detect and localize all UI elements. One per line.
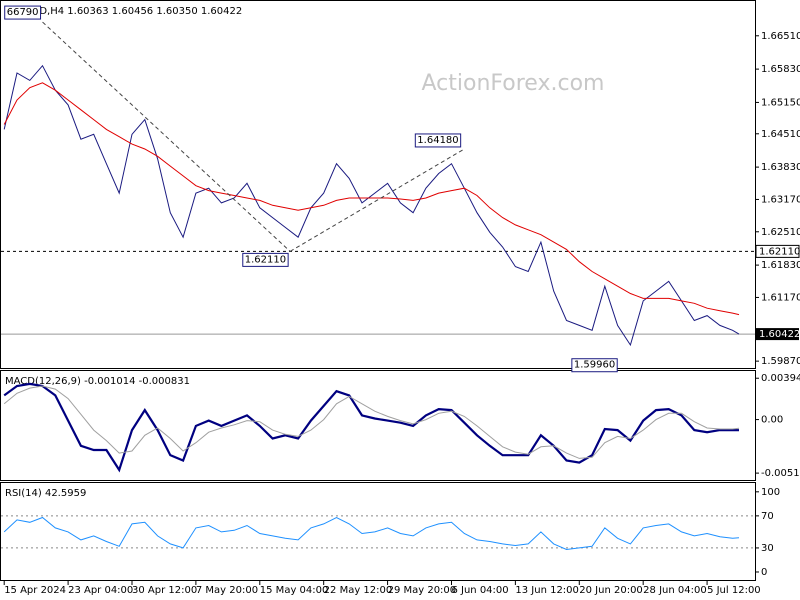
- y-tick-label: 0.00: [761, 415, 783, 426]
- series-line: [3, 82, 740, 316]
- x-tick-label: 15 Apr 2024: [4, 585, 66, 596]
- x-tick-label: 5 Jul 12:00: [707, 585, 761, 596]
- y-tick-label: 0.003941: [761, 373, 800, 384]
- y-tick-label: 1.65830: [761, 64, 800, 75]
- annotation-label: 1.64180: [417, 135, 458, 146]
- panel-title: MACD(12,26,9) -0.001014 -0.000831: [5, 376, 190, 387]
- x-tick-label: 6 Jun 04:00: [451, 585, 508, 596]
- trend-line: [289, 149, 463, 252]
- y-tick-label: -0.005103: [761, 468, 800, 479]
- level-label: 1.62110: [759, 246, 800, 257]
- x-tick-label: 20 Jun 20:00: [579, 585, 643, 596]
- x-tick-label: 28 Jun 04:00: [643, 585, 707, 596]
- y-tick-label: 30: [761, 543, 774, 554]
- annotation-label: 1.59960: [574, 360, 615, 371]
- series-line: [3, 516, 740, 551]
- y-tick-label: 100: [761, 487, 780, 498]
- last-price-label: 1.60422: [759, 329, 800, 340]
- y-tick-label: 1.65150: [761, 97, 800, 108]
- series-line: [3, 385, 740, 459]
- rsi-panel: [0, 482, 756, 581]
- series-line: [3, 382, 740, 473]
- y-tick-label: 1.59870: [761, 356, 800, 367]
- level-label-box: [755, 244, 800, 258]
- y-tick-label: 1.63830: [761, 162, 800, 173]
- trend-line: [42, 21, 291, 252]
- annotation-box: [571, 358, 618, 373]
- x-tick-label: 7 May 20:00: [196, 585, 258, 596]
- x-tick-label: 15 May 04:00: [260, 585, 329, 596]
- panel-title: RSI(14) 42.5959: [5, 488, 86, 499]
- last-price-box: [756, 328, 799, 341]
- y-tick-label: 1.61170: [761, 292, 800, 303]
- annotation-box: [242, 252, 289, 267]
- watermark: ActionForex.com: [422, 71, 605, 96]
- y-tick-label: 70: [761, 511, 774, 522]
- annotation-label: 66790: [7, 7, 39, 18]
- x-tick-label: 30 Apr 12:00: [132, 585, 197, 596]
- y-tick-label: 1.61830: [761, 260, 800, 271]
- annotation-box: [4, 5, 42, 20]
- y-tick-label: 1.66510: [761, 31, 800, 42]
- y-tick-label: 0: [761, 567, 767, 578]
- price-panel: [0, 0, 756, 369]
- series-line: [3, 64, 740, 347]
- x-tick-label: 13 Jun 12:00: [515, 585, 579, 596]
- y-tick-label: 1.64510: [761, 129, 800, 140]
- annotation-label: 1.62110: [245, 254, 286, 265]
- x-tick-label: 23 Apr 04:00: [68, 585, 133, 596]
- x-tick-label: 22 May 12:00: [324, 585, 393, 596]
- macd-panel: [0, 370, 756, 481]
- x-tick-label: 29 May 20:00: [388, 585, 457, 596]
- y-tick-label: 1.63170: [761, 194, 800, 205]
- panel-title: EURAUD,H4 1.60363 1.60456 1.60350 1.6042…: [5, 6, 242, 17]
- annotation-box: [414, 133, 462, 148]
- y-tick-label: 1.62510: [761, 227, 800, 238]
